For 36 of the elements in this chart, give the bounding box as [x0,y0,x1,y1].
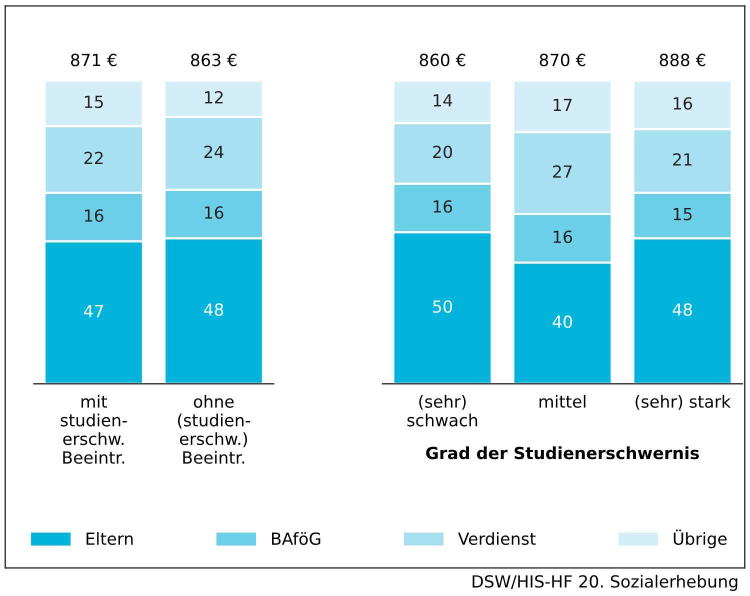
data-label: 17 [554,98,572,111]
data-label: 15 [674,208,692,220]
data-label: 48 [204,303,224,316]
data-label: 16 [674,97,692,110]
data-label: 20 [433,146,452,158]
data-label: 16 [204,206,224,219]
data-label: 16 [434,200,452,213]
data-label: 22 [84,152,103,164]
data-label: 40 [552,315,572,328]
data-label: 47 [84,305,103,318]
annotation: 888 € [660,54,706,66]
data-label: 15 [84,96,103,108]
data-label: 12 [204,91,223,104]
annotation: 871 € [71,54,116,66]
annotation: 863 € [191,54,236,66]
data-label: 50 [433,300,452,313]
x-axis-title: Grad der Studienerschwernis [426,446,699,460]
data-label: 16 [84,209,104,222]
data-label: 24 [204,146,224,158]
data-label: 14 [434,94,452,106]
legend-label: BAföG [272,532,320,545]
data-label: 48 [672,303,692,316]
annotation: 870 € [540,54,586,66]
x-tick-label: (sehr) stark [636,394,731,410]
annotation: 860 € [420,54,466,66]
text: DSW/HIS-HF 20. Sozialerhebung [472,574,738,591]
x-tick-label: ohne (studien- erschw.) Beeintr. [178,394,250,464]
legend-label: Eltern [86,532,133,545]
legend-label: Verdienst [458,532,536,545]
data-label: 16 [554,230,572,244]
legend-label: Übrige [674,530,727,548]
x-tick-label: mittel [540,394,586,408]
data-label: 27 [553,165,572,178]
data-label: 21 [673,153,692,166]
x-tick-label: mit studien- erschw. Beeintr. [60,394,127,464]
x-tick-label: (sehr) schwach [407,394,478,426]
